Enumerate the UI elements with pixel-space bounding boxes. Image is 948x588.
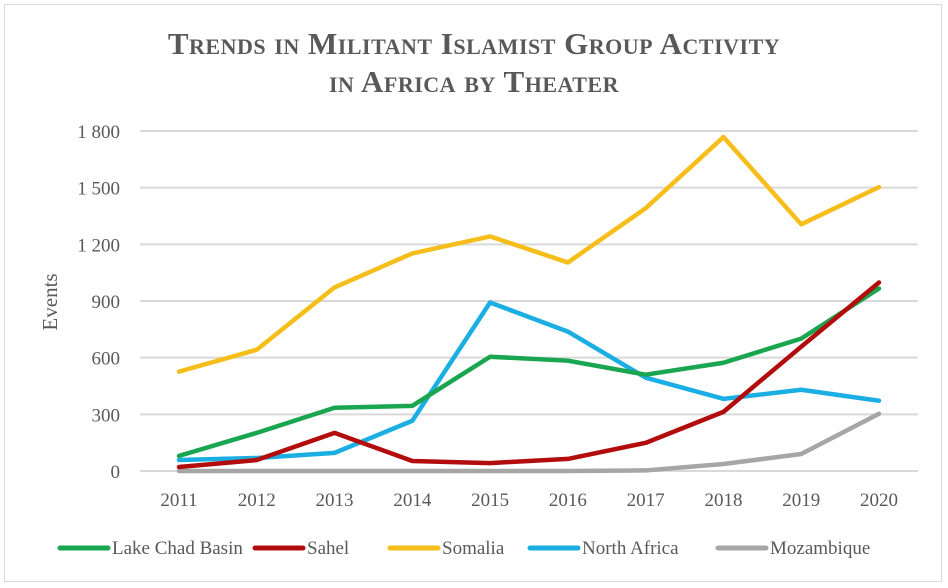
x-tick-label: 2014 xyxy=(393,490,432,511)
gridlines xyxy=(140,130,918,472)
x-tick-label: 2016 xyxy=(549,490,587,511)
legend-item-north-africa: North Africa xyxy=(527,538,679,559)
legend-label: North Africa xyxy=(582,538,679,559)
legend-item-mozambique: Mozambique xyxy=(715,538,870,559)
series-line-north-africa xyxy=(176,300,882,463)
chart-frame xyxy=(4,4,942,582)
chart-subtitle: in Africa by Theater xyxy=(329,64,619,99)
y-tick-label: 0 xyxy=(111,462,121,483)
y-tick-label: 600 xyxy=(92,349,121,370)
legend-label: Lake Chad Basin xyxy=(112,538,243,559)
y-tick-label: 300 xyxy=(92,405,121,426)
x-tick-label: 2019 xyxy=(782,490,820,511)
y-axis-ticks: 0 300 600 900 1 200 1 500 1 800 xyxy=(77,122,120,483)
y-axis-label: Events xyxy=(38,273,62,330)
y-tick-label: 1 200 xyxy=(77,235,120,256)
x-tick-label: 2013 xyxy=(316,490,354,511)
y-tick-label: 1 500 xyxy=(77,179,120,200)
x-tick-label: 2012 xyxy=(238,490,276,511)
legend-label: Sahel xyxy=(307,538,349,559)
series-lines xyxy=(176,134,882,474)
legend-label: Somalia xyxy=(442,538,505,559)
legend-label: Mozambique xyxy=(770,538,870,559)
x-tick-label: 2020 xyxy=(860,490,898,511)
series-line-mozambique xyxy=(176,411,882,474)
x-tick-label: 2018 xyxy=(704,490,742,511)
legend-item-somalia: Somalia xyxy=(387,538,505,559)
y-tick-label: 1 800 xyxy=(77,122,120,143)
legend-item-sahel: Sahel xyxy=(252,538,349,559)
chart-title: Trends in Militant Islamist Group Activi… xyxy=(167,26,781,61)
series-line-lake-chad-basin xyxy=(176,286,882,459)
legend: Lake Chad Basin Sahel Somalia North Africa M… xyxy=(57,538,870,559)
series-line-sahel xyxy=(176,280,882,470)
series-line-somalia xyxy=(176,134,882,374)
y-tick-label: 900 xyxy=(92,292,121,313)
x-tick-label: 2015 xyxy=(471,490,509,511)
x-tick-label: 2011 xyxy=(160,490,197,511)
x-tick-label: 2017 xyxy=(627,490,665,511)
x-axis-ticks: 2011 2012 2013 2014 2015 2016 2017 2018 2019 2020 xyxy=(160,490,898,511)
legend-item-lake-chad-basin: Lake Chad Basin xyxy=(57,538,243,559)
